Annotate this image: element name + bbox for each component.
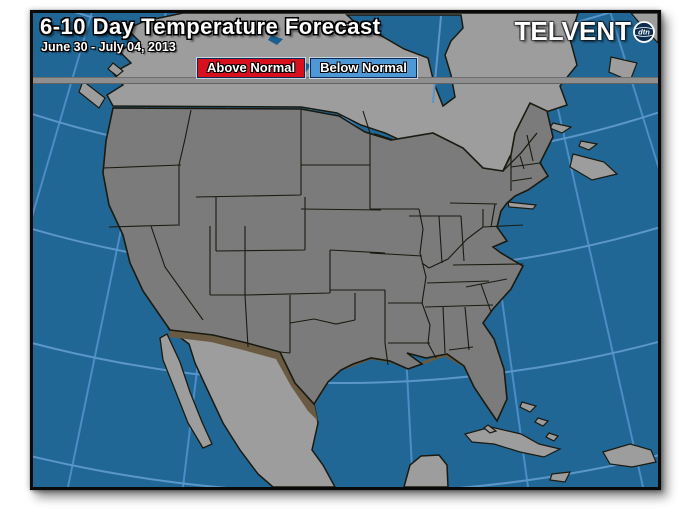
header-divider: [33, 77, 658, 84]
hispaniola: [602, 443, 657, 468]
bahamas-1: [519, 401, 538, 413]
bahamas-3: [545, 432, 560, 442]
legend: Above Normal Below Normal: [197, 58, 417, 78]
vancouver-island: [78, 80, 106, 109]
bahamas-2: [534, 417, 550, 427]
baja-california: [159, 333, 213, 449]
long-island: [507, 201, 538, 210]
yucatan-peninsula: [403, 454, 449, 487]
page-title: 6-10 Day Temperature Forecast: [40, 14, 381, 39]
dtn-text: dtn: [638, 27, 650, 36]
north-america-forecast-map: [33, 13, 658, 487]
legend-below-normal: Below Normal: [310, 58, 417, 78]
dtn-globe-svg: dtn: [633, 20, 655, 43]
hudson-bay: [345, 14, 464, 108]
jamaica: [549, 471, 572, 483]
prince-edward-island: [578, 140, 599, 151]
forecast-map-window: 6-10 Day Temperature Forecast June 30 - …: [30, 10, 661, 490]
date-range: June 30 - July 04, 2013: [41, 40, 176, 54]
dtn-globe-icon: dtn: [632, 20, 656, 44]
cuba: [463, 426, 562, 458]
coastal-islet: [107, 62, 124, 77]
border-transition-strip: [169, 330, 318, 421]
state-boundaries: [102, 109, 541, 366]
nova-scotia: [569, 153, 619, 181]
st-lawrence-river: [502, 132, 538, 172]
brand-logo: TELVENT dtn: [514, 16, 656, 47]
hudson-bay-grid-line: [432, 15, 442, 104]
brand-name: TELVENT: [514, 16, 631, 46]
legend-above-normal: Above Normal: [197, 58, 306, 78]
florida-keys: [483, 424, 498, 434]
